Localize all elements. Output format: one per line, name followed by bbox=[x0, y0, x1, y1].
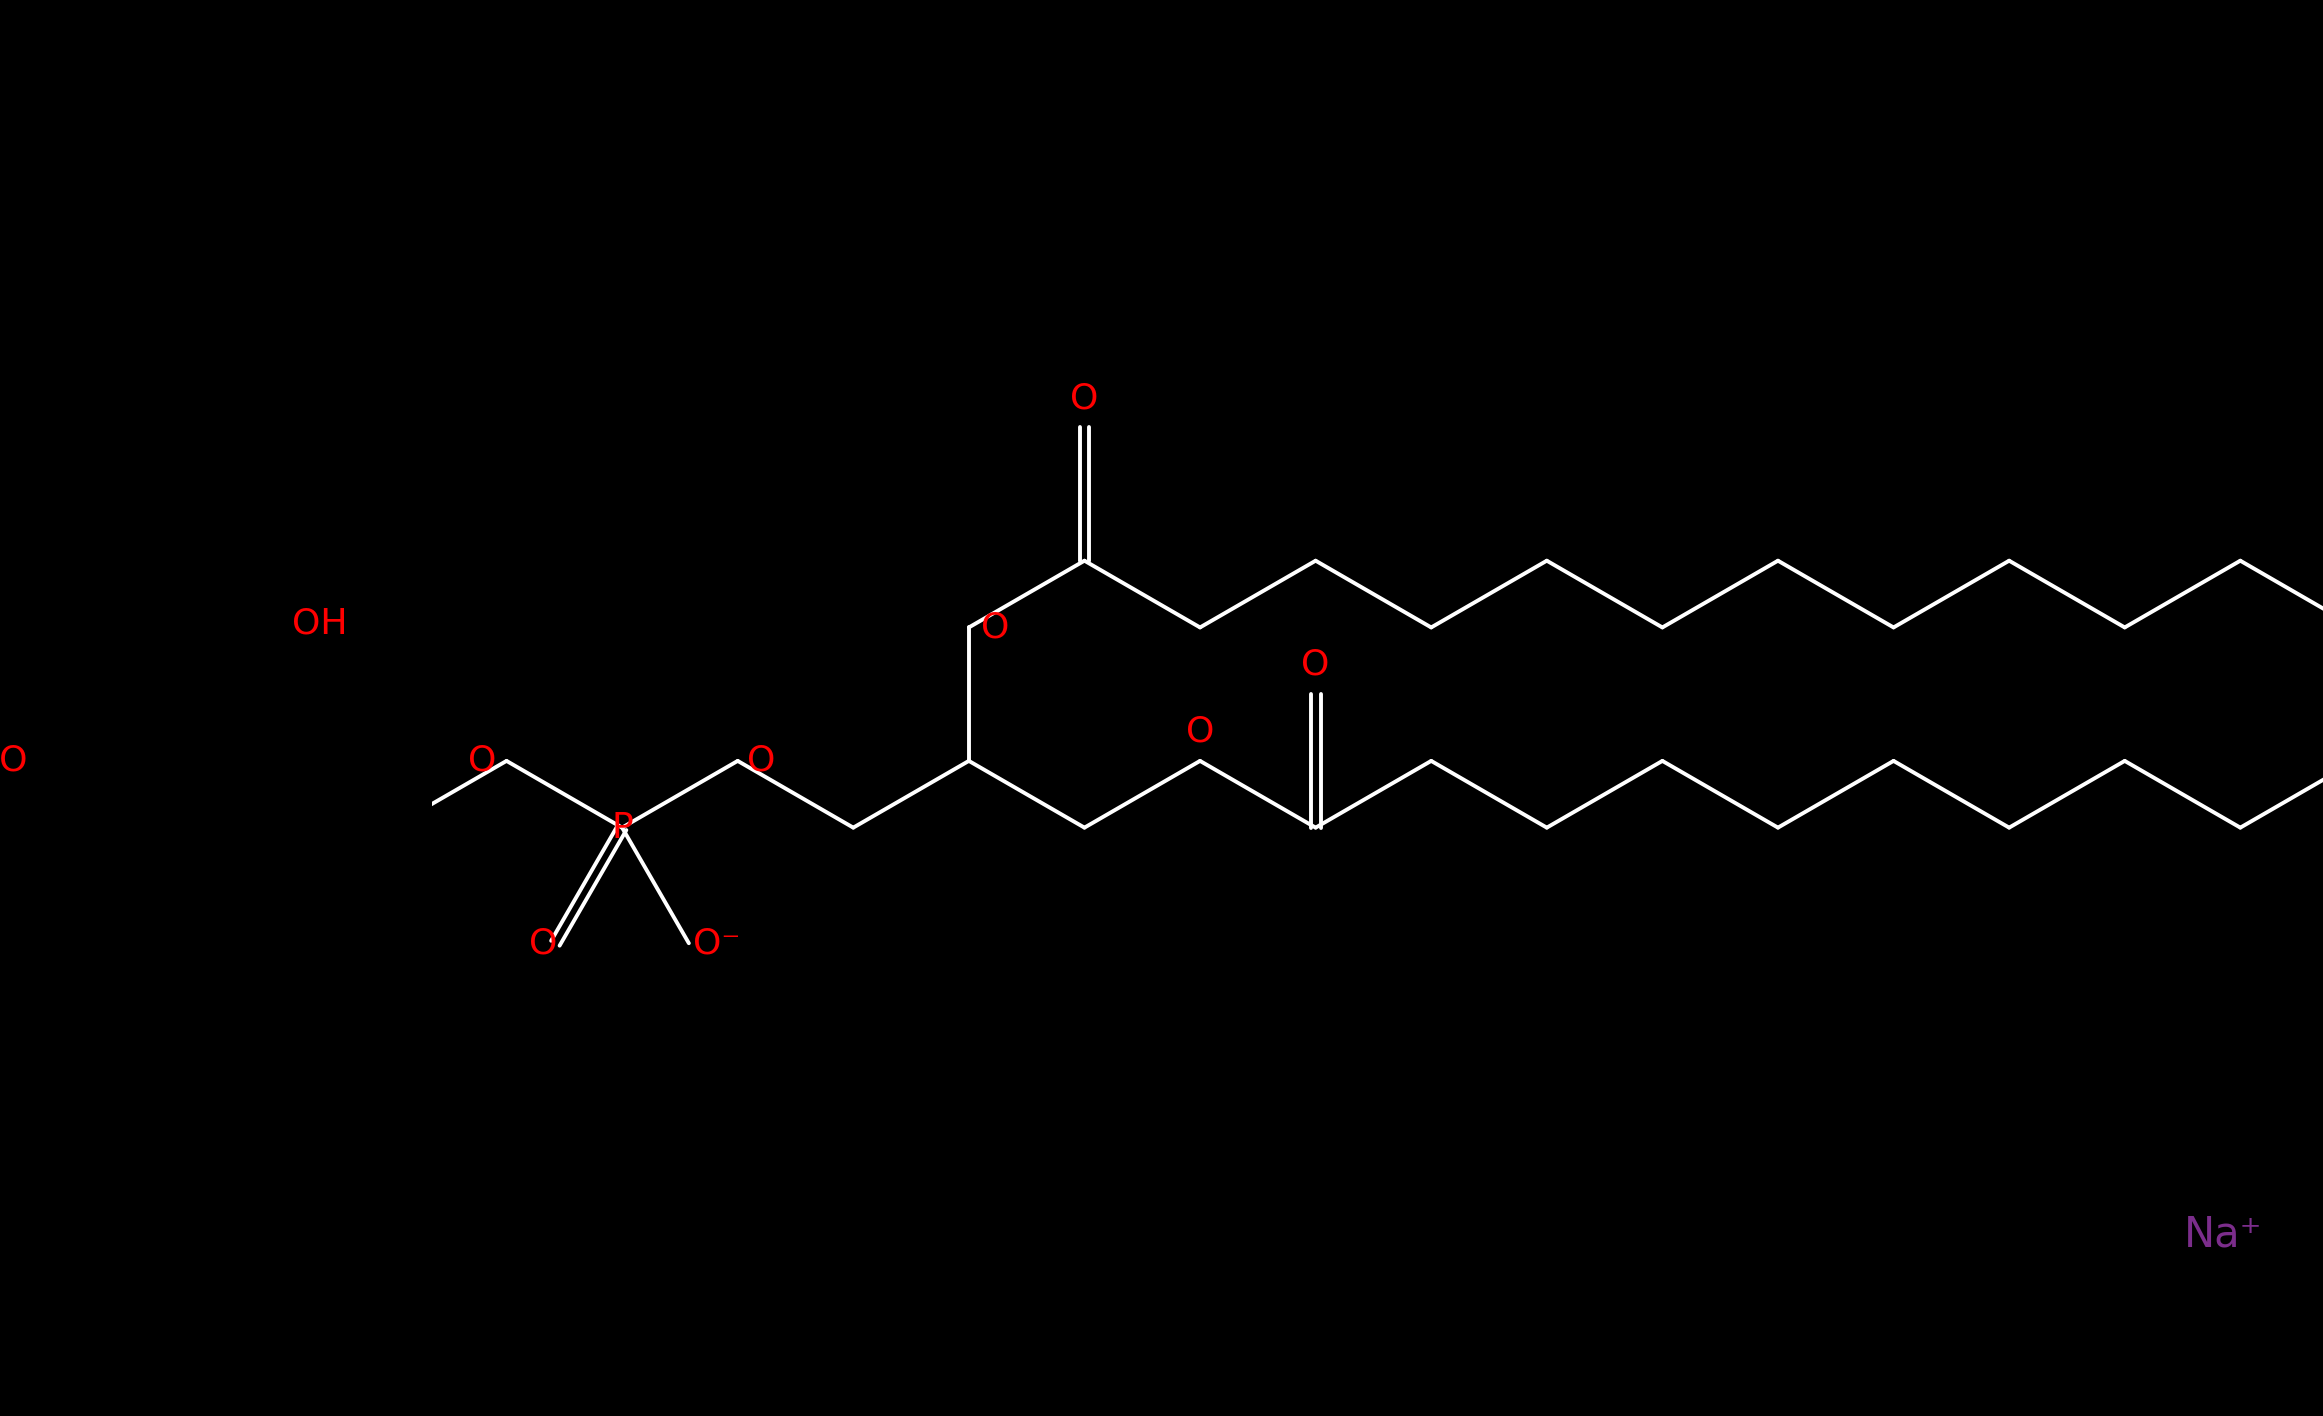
Text: Na⁺: Na⁺ bbox=[2184, 1214, 2263, 1256]
Text: O: O bbox=[1185, 715, 1215, 749]
Text: P: P bbox=[611, 810, 632, 844]
Text: O: O bbox=[1071, 381, 1099, 415]
Text: O: O bbox=[980, 610, 1011, 644]
Text: O: O bbox=[530, 926, 558, 960]
Text: O⁻: O⁻ bbox=[692, 926, 741, 960]
Text: O: O bbox=[1301, 649, 1329, 683]
Text: O: O bbox=[748, 743, 776, 777]
Text: OH: OH bbox=[293, 606, 346, 640]
Text: O: O bbox=[469, 743, 497, 777]
Text: HO: HO bbox=[0, 743, 28, 777]
